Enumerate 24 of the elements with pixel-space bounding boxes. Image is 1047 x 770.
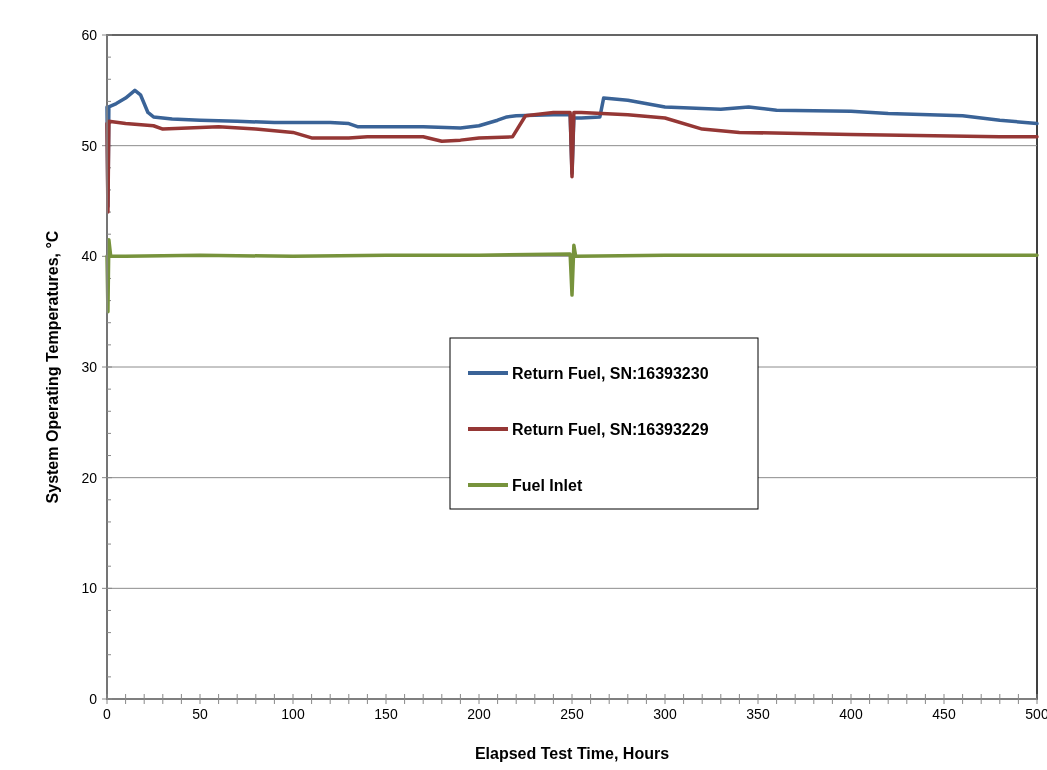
x-tick-label: 250 — [560, 706, 584, 722]
x-tick-label: 300 — [653, 706, 677, 722]
y-tick-label: 50 — [81, 137, 98, 154]
legend-label: Return Fuel, SN:16393229 — [512, 420, 709, 438]
x-tick-label: 150 — [374, 706, 398, 722]
x-tick-label: 400 — [839, 706, 863, 722]
x-tick-label: 350 — [746, 706, 770, 722]
x-axis-title: Elapsed Test Time, Hours — [474, 745, 670, 762]
y-axis-title: System Operating Temperatures, °C — [44, 230, 61, 504]
x-tick-label: 100 — [281, 706, 305, 722]
x-tick-label: 50 — [192, 706, 208, 722]
legend-label: Fuel Inlet — [512, 476, 583, 494]
x-tick-label: 450 — [932, 706, 956, 722]
y-tick-label: 0 — [89, 690, 98, 707]
y-tick-label: 10 — [81, 580, 98, 597]
y-tick-label: 60 — [81, 26, 98, 43]
x-tick-label: 200 — [467, 706, 491, 722]
y-tick-label: 20 — [81, 469, 98, 486]
y-tick-label: 40 — [81, 248, 98, 265]
legend-label: Return Fuel, SN:16393230 — [512, 364, 709, 382]
x-tick-label: 0 — [103, 706, 112, 722]
y-tick-label: 30 — [81, 358, 98, 375]
line-series — [105, 110, 1039, 214]
line-series — [105, 237, 1039, 314]
